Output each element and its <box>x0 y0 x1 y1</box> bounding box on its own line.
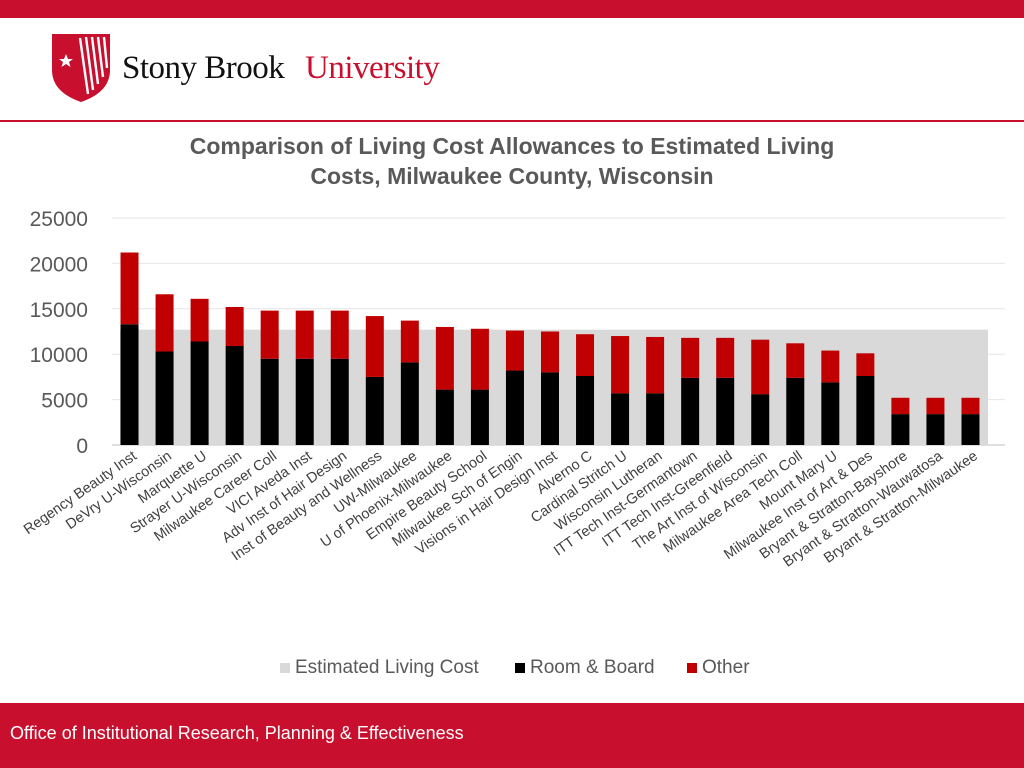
bar-room-board <box>470 389 489 445</box>
bar-other <box>190 298 209 342</box>
bar-room-board <box>435 389 454 445</box>
y-tick-label: 25000 <box>30 208 88 231</box>
bar-other <box>961 397 980 415</box>
bar-other <box>505 330 524 371</box>
bar-other <box>611 336 630 394</box>
bar-room-board <box>190 341 209 445</box>
bar-other <box>225 306 244 347</box>
bar-room-board <box>505 370 524 445</box>
stony-brook-logo: Stony Brook University <box>50 32 470 104</box>
bar-other <box>155 294 174 352</box>
top-brand-band <box>0 0 1024 18</box>
header-divider <box>0 120 1024 122</box>
bar-other <box>120 252 139 325</box>
bar-other <box>470 328 489 390</box>
bar-other <box>891 397 910 415</box>
logo-text-stony-brook: Stony Brook <box>122 50 285 86</box>
bar-room-board <box>225 346 244 445</box>
bar-room-board <box>681 377 700 445</box>
bar-other <box>295 310 314 359</box>
y-tick-label: 5000 <box>41 390 88 413</box>
bar-other <box>576 334 595 376</box>
bar-room-board <box>400 362 419 445</box>
bar-other <box>260 310 279 359</box>
bar-room-board <box>330 358 349 445</box>
y-tick-label: 0 <box>76 435 88 458</box>
bar-other <box>365 316 384 377</box>
bar-other <box>716 337 735 378</box>
bar-room-board <box>646 393 665 445</box>
legend-swatch <box>687 663 697 673</box>
legend-swatch <box>280 663 290 673</box>
bar-room-board <box>295 358 314 445</box>
bar-other <box>856 353 875 376</box>
bar-room-board <box>611 393 630 445</box>
footer-office-name: Office of Institutional Research, Planni… <box>10 723 464 743</box>
bar-other <box>681 337 700 378</box>
bar-other <box>541 331 559 373</box>
shield-icon <box>52 34 110 102</box>
bar-room-board <box>541 372 559 445</box>
bar-other <box>926 397 945 415</box>
legend-label: Room & Board <box>530 657 655 678</box>
bar-room-board <box>891 414 910 445</box>
y-tick-label: 10000 <box>30 344 88 367</box>
bar-room-board <box>260 358 279 445</box>
footer-band: Office of Institutional Research, Planni… <box>0 703 1024 768</box>
chart-title-line-1: Comparison of Living Cost Allowances to … <box>190 133 835 159</box>
logo-text-university: University <box>305 50 440 86</box>
bar-other <box>435 326 454 390</box>
bar-other <box>330 310 349 359</box>
bar-room-board <box>856 375 875 445</box>
bar-room-board <box>716 377 735 445</box>
bar-room-board <box>786 377 805 445</box>
bar-other <box>400 320 419 363</box>
living-cost-chart: Comparison of Living Cost Allowances to … <box>21 133 1005 678</box>
legend-label: Estimated Living Cost <box>295 657 479 678</box>
bar-room-board <box>751 394 770 445</box>
bar-other <box>821 350 840 383</box>
legend-label: Other <box>702 657 750 678</box>
chart-title-line-2: Costs, Milwaukee County, Wisconsin <box>310 163 713 189</box>
y-tick-label: 20000 <box>30 253 88 276</box>
bar-room-board <box>821 382 840 445</box>
y-tick-label: 15000 <box>30 299 88 322</box>
legend-swatch <box>515 663 525 673</box>
bar-other <box>646 336 665 394</box>
bar-room-board <box>576 375 595 445</box>
bar-room-board <box>961 414 980 445</box>
bar-room-board <box>120 324 139 445</box>
bar-other <box>751 339 770 395</box>
bar-room-board <box>926 414 945 445</box>
bar-room-board <box>365 376 384 445</box>
bar-room-board <box>155 351 174 445</box>
bar-other <box>786 343 805 378</box>
